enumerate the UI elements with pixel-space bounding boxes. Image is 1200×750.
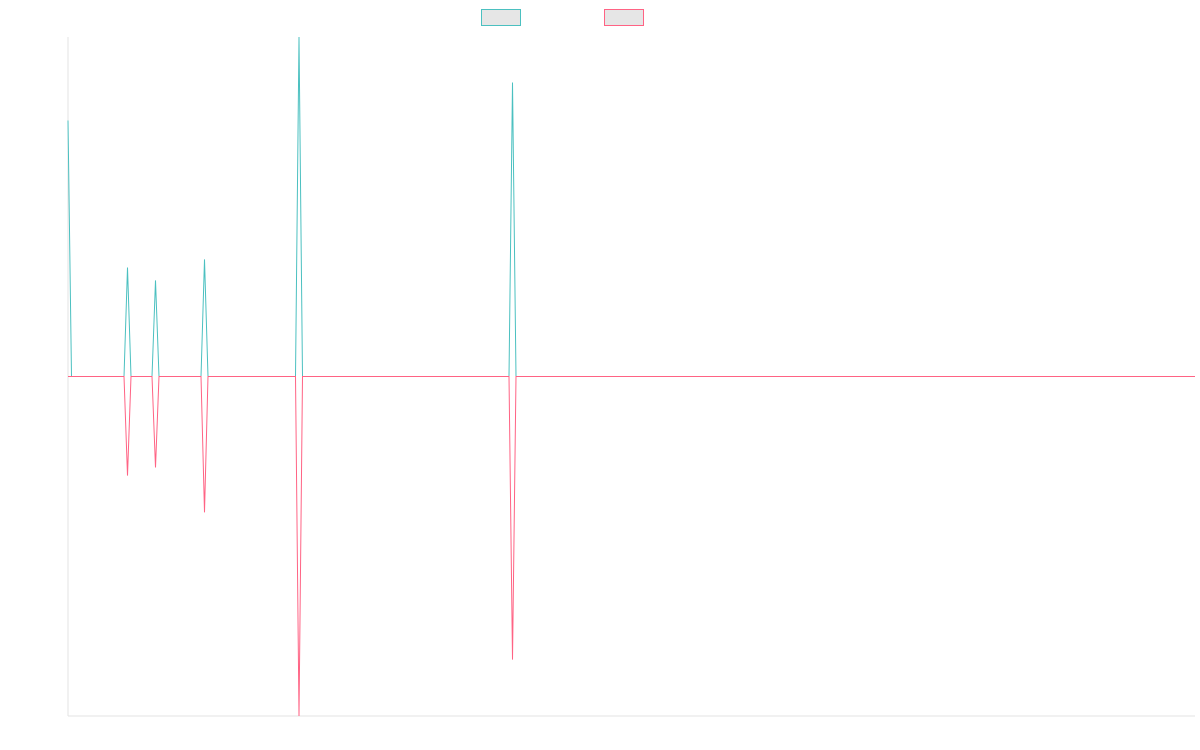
- legend-swatch[interactable]: [604, 9, 644, 26]
- line-series: [68, 376, 1195, 717]
- line-series: [67, 36, 1195, 377]
- legend-swatch[interactable]: [481, 9, 521, 26]
